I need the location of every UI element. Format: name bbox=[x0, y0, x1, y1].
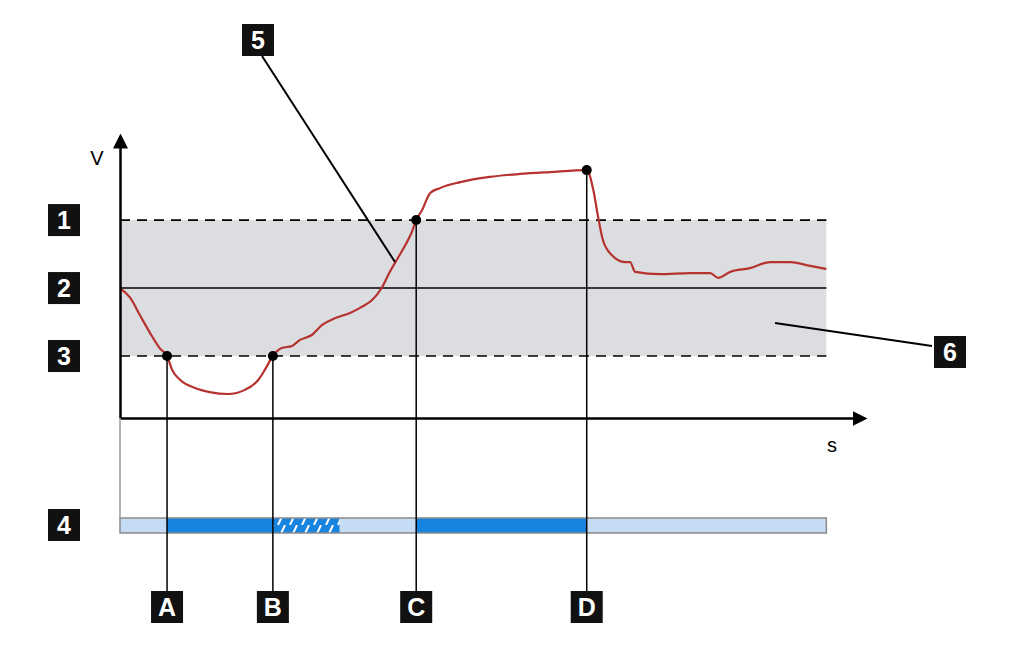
timeline-frame bbox=[120, 518, 826, 533]
timeline-segment bbox=[120, 518, 167, 533]
curve-label: 5 bbox=[242, 24, 274, 56]
event-point bbox=[268, 351, 278, 361]
event-point bbox=[162, 351, 172, 361]
timeline-segment bbox=[587, 518, 827, 533]
threshold-line bbox=[120, 355, 826, 357]
event-line bbox=[166, 356, 168, 591]
y-axis bbox=[120, 146, 121, 419]
timeline-label-text: 4 bbox=[57, 511, 71, 539]
event-label-box bbox=[151, 591, 183, 623]
event-label-text: C bbox=[407, 593, 425, 621]
timeline-segment bbox=[340, 518, 416, 533]
threshold-line bbox=[120, 287, 826, 289]
threshold-label-box bbox=[48, 340, 80, 372]
curve-label-text: 5 bbox=[251, 26, 265, 54]
plot-area bbox=[120, 170, 826, 394]
threshold-label-text: 3 bbox=[57, 342, 71, 370]
event-label-box bbox=[571, 591, 603, 623]
threshold-label: 3 bbox=[48, 340, 80, 372]
guide-line bbox=[119, 418, 121, 518]
band-label: 6 bbox=[934, 336, 966, 368]
threshold-label-text: 1 bbox=[57, 206, 71, 234]
event-label-box bbox=[400, 591, 432, 623]
event-label-text: B bbox=[264, 593, 282, 621]
threshold-line bbox=[120, 219, 826, 221]
threshold-label-text: 2 bbox=[57, 274, 71, 302]
band-label-box bbox=[934, 336, 966, 368]
event-label: B bbox=[257, 591, 289, 623]
y-axis-title: V bbox=[90, 147, 104, 169]
threshold-label-box bbox=[48, 272, 80, 304]
event-line bbox=[586, 170, 588, 591]
event-label-text: A bbox=[158, 593, 176, 621]
timeline bbox=[120, 518, 826, 533]
band-label-text: 6 bbox=[943, 338, 957, 366]
timeline-segment bbox=[273, 518, 340, 533]
curve-label-box bbox=[242, 24, 274, 56]
event-label: A bbox=[151, 591, 183, 623]
tolerance-band bbox=[120, 220, 826, 356]
timeline-label: 4 bbox=[48, 509, 80, 541]
event-label-box bbox=[257, 591, 289, 623]
event-label: C bbox=[400, 591, 432, 623]
leader-line-pad bbox=[258, 56, 393, 262]
threshold-label: 2 bbox=[48, 272, 80, 304]
event-label-text: D bbox=[578, 593, 596, 621]
timeline-segment bbox=[167, 518, 273, 533]
y-axis-line bbox=[119, 146, 122, 419]
threshold-label: 1 bbox=[48, 204, 80, 236]
timeline-segment bbox=[416, 518, 587, 533]
timeline-label-box bbox=[48, 509, 80, 541]
x-axis-line bbox=[121, 417, 856, 420]
event-label: D bbox=[571, 591, 603, 623]
event-line bbox=[272, 356, 274, 591]
event-point bbox=[411, 215, 421, 225]
leader-line bbox=[775, 323, 932, 346]
event-line bbox=[415, 220, 417, 591]
leader-line bbox=[262, 56, 395, 262]
threshold-label-box bbox=[48, 204, 80, 236]
chart: Vs A B C D 1 2 3 4 5 6 bbox=[0, 0, 1024, 654]
voltage-curve bbox=[120, 170, 826, 394]
x-axis-title: s bbox=[827, 434, 837, 456]
event-point bbox=[582, 165, 592, 175]
x-axis bbox=[121, 418, 856, 419]
